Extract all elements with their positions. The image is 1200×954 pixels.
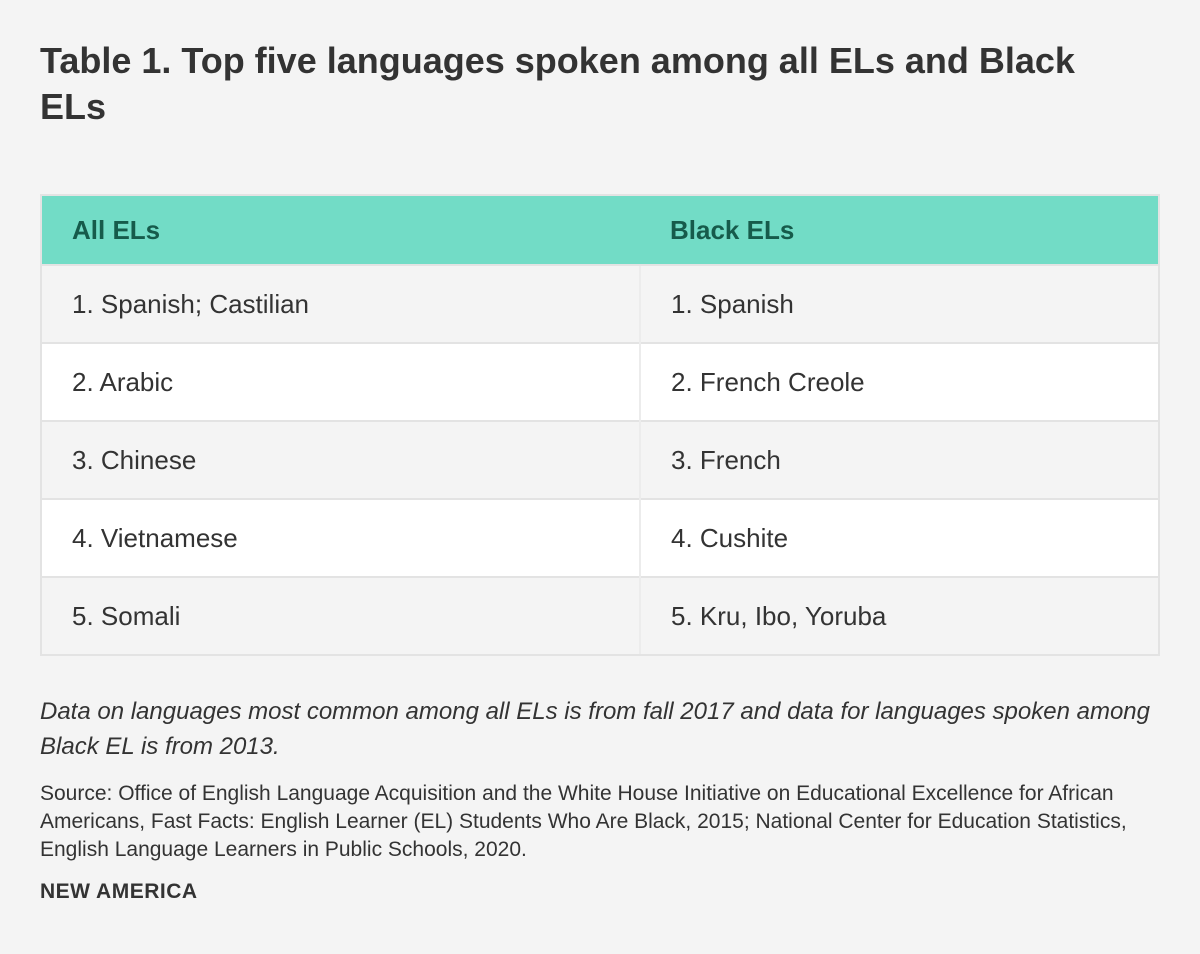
cell-black-els: 4. Cushite (639, 498, 1158, 577)
header-black-els: Black ELs (640, 196, 1158, 265)
table-header-row: All ELs Black ELs (42, 196, 1158, 265)
cell-all-els: 5. Somali (42, 576, 640, 654)
page: Table 1. Top five languages spoken among… (40, 38, 1160, 904)
cell-black-els: 5. Kru, Ibo, Yoruba (639, 576, 1158, 654)
brand-logo-text: NEW AMERICA (40, 880, 198, 903)
table-note: Data on languages most common among all … (40, 698, 1150, 760)
table-row: 1. Spanish; Castilian 1. Spanish (42, 264, 1158, 343)
table-title: Table 1. Top five languages spoken among… (40, 40, 1075, 127)
cell-black-els: 1. Spanish (639, 264, 1158, 343)
languages-table: All ELs Black ELs 1. Spanish; Castilian … (40, 194, 1160, 656)
table-row: 3. Chinese 3. French (42, 420, 1158, 499)
cell-black-els: 2. French Creole (639, 342, 1158, 421)
cell-all-els: 3. Chinese (42, 420, 640, 499)
table-row: 4. Vietnamese 4. Cushite (42, 498, 1158, 577)
table-row: 2. Arabic 2. French Creole (42, 342, 1158, 421)
header-all-els: All ELs (42, 196, 640, 265)
source-citation: Source: Office of English Language Acqui… (40, 782, 1127, 861)
table-row: 5. Somali 5. Kru, Ibo, Yoruba (42, 576, 1158, 654)
cell-all-els: 2. Arabic (42, 342, 640, 421)
cell-all-els: 1. Spanish; Castilian (42, 264, 640, 343)
cell-black-els: 3. French (639, 420, 1158, 499)
cell-all-els: 4. Vietnamese (42, 498, 640, 577)
